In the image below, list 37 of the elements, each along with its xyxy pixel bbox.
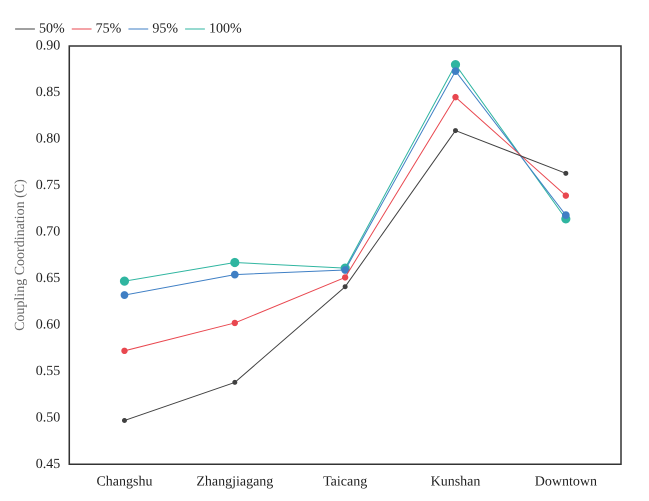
y-tick-label: 0.55 bbox=[36, 364, 60, 379]
x-tick-label: Kunshan bbox=[430, 474, 480, 490]
y-tick-label: 0.75 bbox=[36, 178, 60, 194]
legend-label: 75% bbox=[96, 22, 122, 37]
y-axis-title: Coupling Coordination (C) bbox=[13, 178, 28, 331]
point bbox=[122, 418, 127, 424]
point bbox=[230, 270, 239, 279]
legend-label: 50% bbox=[39, 22, 65, 37]
y-tick-label: 0.45 bbox=[36, 456, 60, 472]
y-tick-label: 0.50 bbox=[36, 410, 60, 426]
point bbox=[563, 170, 568, 176]
y-tick-label: 0.80 bbox=[36, 132, 60, 147]
point bbox=[342, 284, 348, 290]
point bbox=[562, 211, 570, 220]
point bbox=[562, 192, 570, 199]
x-tick-label: Zhangjiagang bbox=[196, 474, 274, 490]
x-tick-label: Downtown bbox=[534, 474, 597, 490]
y-tick-label: 0.60 bbox=[36, 317, 60, 332]
y-tick-label: 0.90 bbox=[36, 38, 60, 54]
legend-label: 100% bbox=[208, 22, 242, 37]
point bbox=[121, 348, 128, 354]
point bbox=[452, 128, 458, 134]
point bbox=[342, 274, 348, 281]
point bbox=[230, 258, 240, 268]
point bbox=[452, 67, 460, 75]
point bbox=[452, 94, 459, 100]
point bbox=[232, 320, 238, 326]
point bbox=[120, 276, 130, 286]
point bbox=[232, 380, 238, 385]
point bbox=[341, 266, 350, 274]
y-tick-label: 0.65 bbox=[36, 271, 60, 286]
point bbox=[120, 291, 128, 299]
x-tick-label: Taicang bbox=[323, 474, 368, 490]
x-tick-label: Changshu bbox=[96, 474, 152, 490]
y-tick-label: 0.85 bbox=[36, 85, 60, 100]
legend-label: 95% bbox=[152, 22, 178, 37]
y-tick-label: 0.70 bbox=[36, 224, 60, 240]
